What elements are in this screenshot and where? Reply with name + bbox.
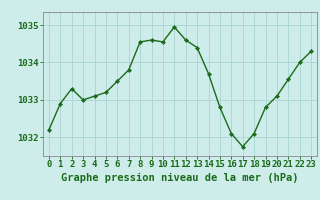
X-axis label: Graphe pression niveau de la mer (hPa): Graphe pression niveau de la mer (hPa) — [61, 173, 299, 183]
